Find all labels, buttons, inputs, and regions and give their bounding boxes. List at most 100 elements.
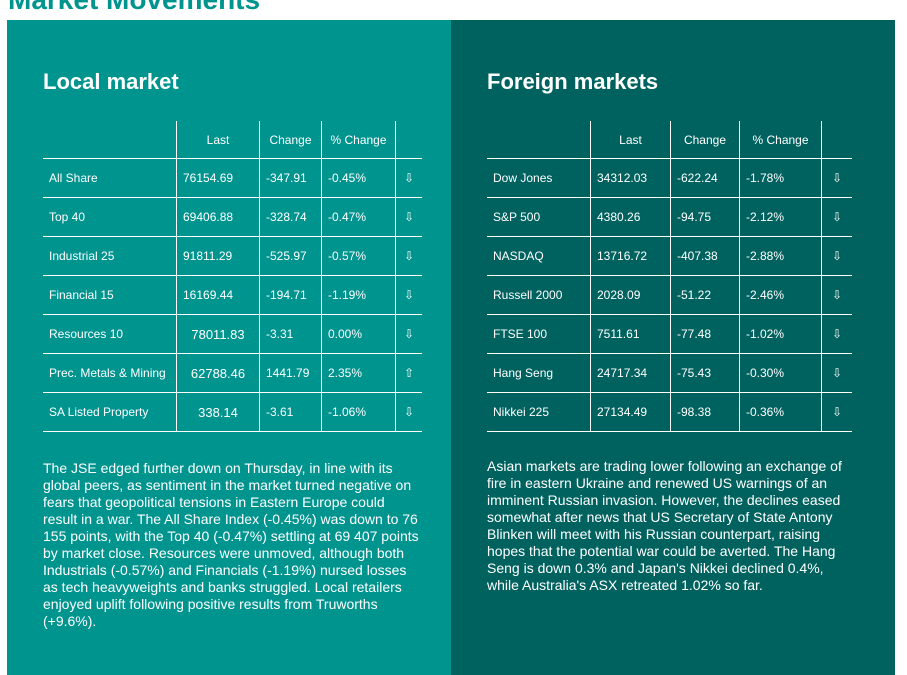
table-row: Industrial 25 91811.29 -525.97 -0.57% ⇩ bbox=[43, 236, 422, 276]
last-value: 62788.46 bbox=[176, 353, 260, 393]
last-value: 16169.44 bbox=[176, 275, 260, 315]
change-value: -347.91 bbox=[259, 158, 322, 198]
change-column-header: Change bbox=[259, 121, 322, 159]
table-row: Russell 2000 2028.09 -51.22 -2.46% ⇩ bbox=[487, 275, 852, 315]
last-value: 338.14 bbox=[176, 392, 260, 432]
change-value: -94.75 bbox=[670, 197, 740, 237]
change-value: -98.38 bbox=[670, 392, 740, 432]
pct-change-value: -1.02% bbox=[739, 314, 822, 354]
last-value: 27134.49 bbox=[590, 392, 671, 432]
change-value: -194.71 bbox=[259, 275, 322, 315]
last-value: 7511.61 bbox=[590, 314, 671, 354]
index-name: Dow Jones bbox=[487, 158, 591, 198]
change-value: -75.43 bbox=[670, 353, 740, 393]
change-value: -77.48 bbox=[670, 314, 740, 354]
change-value: -525.97 bbox=[259, 236, 322, 276]
change-value: -622.24 bbox=[670, 158, 740, 198]
pct-change-column-header: % Change bbox=[321, 121, 396, 159]
foreign-markets-heading: Foreign markets bbox=[487, 69, 659, 94]
index-name: All Share bbox=[43, 158, 177, 198]
table-row: Top 40 69406.88 -328.74 -0.47% ⇩ bbox=[43, 197, 422, 237]
change-column-header: Change bbox=[670, 121, 740, 159]
change-value: 1441.79 bbox=[259, 353, 322, 393]
down-arrow-icon: ⇩ bbox=[395, 314, 422, 354]
table-header-row: Last Change % Change bbox=[487, 121, 852, 159]
name-column-header bbox=[43, 121, 177, 159]
pct-change-value: 2.35% bbox=[321, 353, 396, 393]
pct-change-value: -2.46% bbox=[739, 275, 822, 315]
pct-change-value: -0.57% bbox=[321, 236, 396, 276]
arrow-column-header bbox=[395, 121, 422, 159]
down-arrow-icon: ⇩ bbox=[821, 197, 852, 237]
table-row: Prec. Metals & Mining 62788.46 1441.79 2… bbox=[43, 353, 422, 393]
table-row: Financial 15 16169.44 -194.71 -1.19% ⇩ bbox=[43, 275, 422, 315]
index-name: Hang Seng bbox=[487, 353, 591, 393]
index-name: S&P 500 bbox=[487, 197, 591, 237]
index-name: Prec. Metals & Mining bbox=[43, 353, 177, 393]
foreign-markets-commentary: Asian markets are trading lower followin… bbox=[487, 458, 842, 593]
last-value: 91811.29 bbox=[176, 236, 260, 276]
index-name: SA Listed Property bbox=[43, 392, 177, 432]
down-arrow-icon: ⇩ bbox=[395, 197, 422, 237]
down-arrow-icon: ⇩ bbox=[821, 275, 852, 315]
pct-change-value: -0.30% bbox=[739, 353, 822, 393]
page-title: Market Movements bbox=[8, 0, 260, 14]
table-row: SA Listed Property 338.14 -3.61 -1.06% ⇩ bbox=[43, 392, 422, 432]
local-market-heading: Local market bbox=[43, 69, 179, 94]
arrow-column-header bbox=[821, 121, 852, 159]
table-row: FTSE 100 7511.61 -77.48 -1.02% ⇩ bbox=[487, 314, 852, 354]
down-arrow-icon: ⇩ bbox=[821, 158, 852, 198]
table-row: Resources 10 78011.83 -3.31 0.00% ⇩ bbox=[43, 314, 422, 354]
table-row: NASDAQ 13716.72 -407.38 -2.88% ⇩ bbox=[487, 236, 852, 276]
pct-change-value: -1.06% bbox=[321, 392, 396, 432]
pct-change-value: -0.36% bbox=[739, 392, 822, 432]
change-value: -51.22 bbox=[670, 275, 740, 315]
index-name: Nikkei 225 bbox=[487, 392, 591, 432]
change-value: -407.38 bbox=[670, 236, 740, 276]
index-name: Industrial 25 bbox=[43, 236, 177, 276]
pct-change-value: 0.00% bbox=[321, 314, 396, 354]
down-arrow-icon: ⇩ bbox=[395, 158, 422, 198]
foreign-markets-panel: Foreign markets Last Change % Change Dow… bbox=[451, 20, 895, 675]
last-column-header: Last bbox=[590, 121, 671, 159]
last-column-header: Last bbox=[176, 121, 260, 159]
table-row: All Share 76154.69 -347.91 -0.45% ⇩ bbox=[43, 158, 422, 198]
pct-change-value: -1.78% bbox=[739, 158, 822, 198]
pct-change-value: -1.19% bbox=[321, 275, 396, 315]
last-value: 24717.34 bbox=[590, 353, 671, 393]
last-value: 34312.03 bbox=[590, 158, 671, 198]
index-name: FTSE 100 bbox=[487, 314, 591, 354]
foreign-markets-table: Last Change % Change Dow Jones 34312.03 … bbox=[487, 121, 852, 432]
local-market-commentary: The JSE edged further down on Thursday, … bbox=[43, 460, 419, 629]
down-arrow-icon: ⇩ bbox=[821, 236, 852, 276]
name-column-header bbox=[487, 121, 591, 159]
change-value: -328.74 bbox=[259, 197, 322, 237]
down-arrow-icon: ⇩ bbox=[821, 353, 852, 393]
up-arrow-icon: ⇧ bbox=[395, 353, 422, 393]
pct-change-value: -0.47% bbox=[321, 197, 396, 237]
table-header-row: Last Change % Change bbox=[43, 121, 422, 159]
last-value: 13716.72 bbox=[590, 236, 671, 276]
table-row: S&P 500 4380.26 -94.75 -2.12% ⇩ bbox=[487, 197, 852, 237]
down-arrow-icon: ⇩ bbox=[395, 275, 422, 315]
local-market-panel: Local market Last Change % Change All Sh… bbox=[7, 20, 451, 675]
index-name: Financial 15 bbox=[43, 275, 177, 315]
index-name: Resources 10 bbox=[43, 314, 177, 354]
down-arrow-icon: ⇩ bbox=[821, 392, 852, 432]
table-row: Hang Seng 24717.34 -75.43 -0.30% ⇩ bbox=[487, 353, 852, 393]
index-name: Top 40 bbox=[43, 197, 177, 237]
index-name: Russell 2000 bbox=[487, 275, 591, 315]
last-value: 78011.83 bbox=[176, 314, 260, 354]
down-arrow-icon: ⇩ bbox=[395, 236, 422, 276]
index-name: NASDAQ bbox=[487, 236, 591, 276]
pct-change-column-header: % Change bbox=[739, 121, 822, 159]
pct-change-value: -2.12% bbox=[739, 197, 822, 237]
change-value: -3.61 bbox=[259, 392, 322, 432]
last-value: 4380.26 bbox=[590, 197, 671, 237]
table-row: Dow Jones 34312.03 -622.24 -1.78% ⇩ bbox=[487, 158, 852, 198]
last-value: 2028.09 bbox=[590, 275, 671, 315]
last-value: 76154.69 bbox=[176, 158, 260, 198]
pct-change-value: -0.45% bbox=[321, 158, 396, 198]
last-value: 69406.88 bbox=[176, 197, 260, 237]
down-arrow-icon: ⇩ bbox=[821, 314, 852, 354]
